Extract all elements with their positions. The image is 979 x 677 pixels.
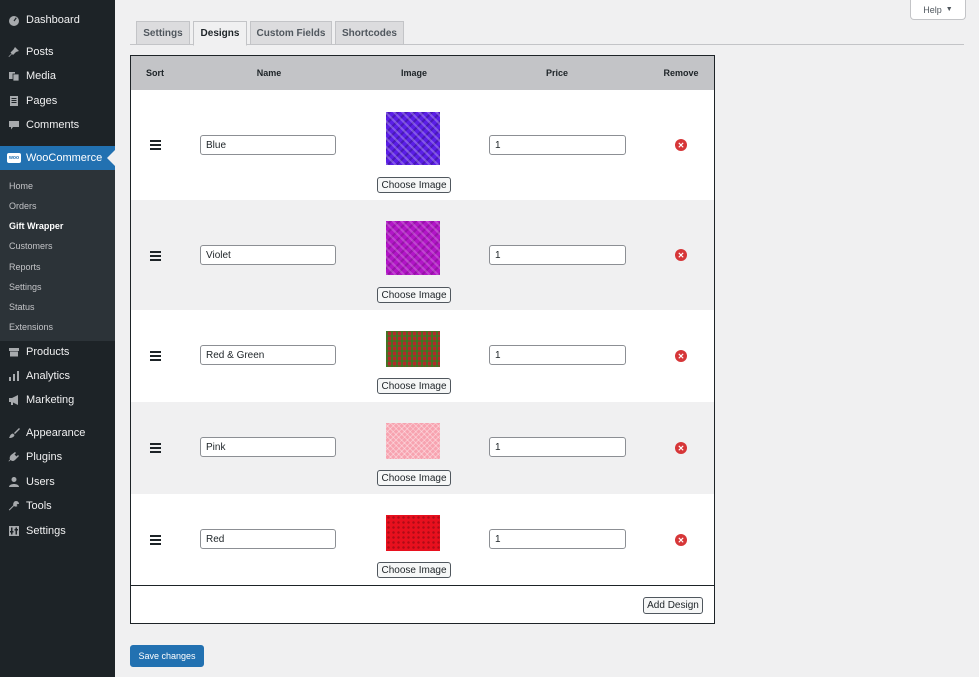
sidebar-item-woocommerce[interactable]: woo WooCommerce [0,146,115,170]
sidebar-item-settings[interactable]: Settings [0,519,115,543]
header-price: Price [545,68,569,78]
analytics-icon [4,370,24,382]
sidebar-background [0,546,115,677]
header-image: Image [400,68,428,78]
table-row: Choose Image ✕ [131,402,714,494]
remove-design-icon[interactable]: ✕ [675,249,687,261]
pages-icon [4,95,24,107]
media-icon [4,70,24,82]
pin-icon [4,46,24,58]
remove-design-icon[interactable]: ✕ [675,534,687,546]
header-name: Name [256,68,282,78]
table-row: Choose Image ✕ [131,494,714,585]
submenu-item-reports[interactable]: Reports [9,262,41,272]
header-remove: Remove [663,68,699,78]
drag-handle-icon[interactable] [150,251,161,263]
sidebar-item-plugins[interactable]: Plugins [0,445,115,469]
drag-handle-icon[interactable] [150,351,161,363]
design-swatch-image [386,423,440,459]
dashboard-icon [4,14,24,26]
settings-icon [4,525,24,537]
chevron-down-icon: ▼ [945,6,953,13]
sidebar-item-users[interactable]: Users [0,470,115,494]
choose-image-button[interactable]: Choose Image [377,177,451,193]
design-price-input[interactable] [489,529,626,549]
submenu-item-extensions[interactable]: Extensions [9,322,54,332]
choose-image-button[interactable]: Choose Image [377,470,451,486]
wrench-icon [4,500,24,512]
design-price-input[interactable] [489,437,626,457]
design-swatch-image [386,515,440,551]
tab-settings[interactable]: Settings [136,21,190,45]
brush-icon [4,427,24,439]
table-footer: Add Design [131,585,714,624]
submenu-item-customers[interactable]: Customers [9,241,53,251]
table-row: Choose Image ✕ [131,90,714,200]
table-row: Choose Image ✕ [131,310,714,402]
sidebar-item-products[interactable]: Products [0,340,115,364]
design-name-input[interactable] [200,437,336,457]
sidebar-item-posts[interactable]: Posts [0,40,115,64]
add-design-button[interactable]: Add Design [643,597,703,614]
design-price-input[interactable] [489,135,626,155]
design-name-input[interactable] [200,135,336,155]
submenu-item-settings[interactable]: Settings [9,282,42,292]
products-icon [4,346,24,358]
sidebar-item-comments[interactable]: Comments [0,113,115,137]
sidebar-item-tools[interactable]: Tools [0,494,115,518]
plug-icon [4,451,24,463]
design-swatch-image [386,221,440,275]
remove-design-icon[interactable]: ✕ [675,442,687,454]
remove-design-icon[interactable]: ✕ [675,139,687,151]
design-price-input[interactable] [489,345,626,365]
design-name-input[interactable] [200,529,336,549]
design-name-input[interactable] [200,245,336,265]
sidebar-item-pages[interactable]: Pages [0,89,115,113]
choose-image-button[interactable]: Choose Image [377,287,451,303]
table-header: Sort Name Image Price Remove [131,56,714,90]
design-price-input[interactable] [489,245,626,265]
admin-sidebar: Dashboard Posts Media Pages Comments woo… [0,0,115,546]
woocommerce-icon: woo [7,153,21,163]
user-icon [4,476,24,488]
drag-handle-icon[interactable] [150,535,161,547]
tab-shortcodes[interactable]: Shortcodes [335,21,404,45]
settings-tabs: Settings Designs Custom Fields Shortcode… [130,20,964,46]
tab-designs[interactable]: Designs [193,21,247,46]
save-changes-button[interactable]: Save changes [130,645,204,667]
megaphone-icon [4,394,24,406]
submenu-item-orders[interactable]: Orders [9,201,37,211]
drag-handle-icon[interactable] [150,443,161,455]
tab-custom-fields[interactable]: Custom Fields [250,21,332,45]
header-sort: Sort [146,68,164,78]
submenu-item-home[interactable]: Home [9,181,34,191]
design-swatch-image [386,112,440,165]
choose-image-button[interactable]: Choose Image [377,562,451,578]
drag-handle-icon[interactable] [150,140,161,152]
sidebar-item-dashboard[interactable]: Dashboard [0,8,115,32]
sidebar-item-media[interactable]: Media [0,64,115,88]
design-name-input[interactable] [200,345,336,365]
help-button[interactable]: Help ▼ [910,0,966,20]
submenu-item-status[interactable]: Status [9,302,35,312]
sidebar-item-analytics[interactable]: Analytics [0,364,115,388]
sidebar-item-appearance[interactable]: Appearance [0,421,115,445]
comments-icon [4,119,24,131]
design-swatch-image [386,331,440,367]
table-row: Choose Image ✕ [131,200,714,310]
sidebar-item-marketing[interactable]: Marketing [0,388,115,412]
submenu-item-gift-wrapper[interactable]: Gift Wrapper [9,221,64,231]
designs-table: Sort Name Image Price Remove Choose Imag… [130,55,715,624]
remove-design-icon[interactable]: ✕ [675,350,687,362]
woocommerce-submenu: Home Orders Gift Wrapper Customers Repor… [0,170,115,341]
choose-image-button[interactable]: Choose Image [377,378,451,394]
